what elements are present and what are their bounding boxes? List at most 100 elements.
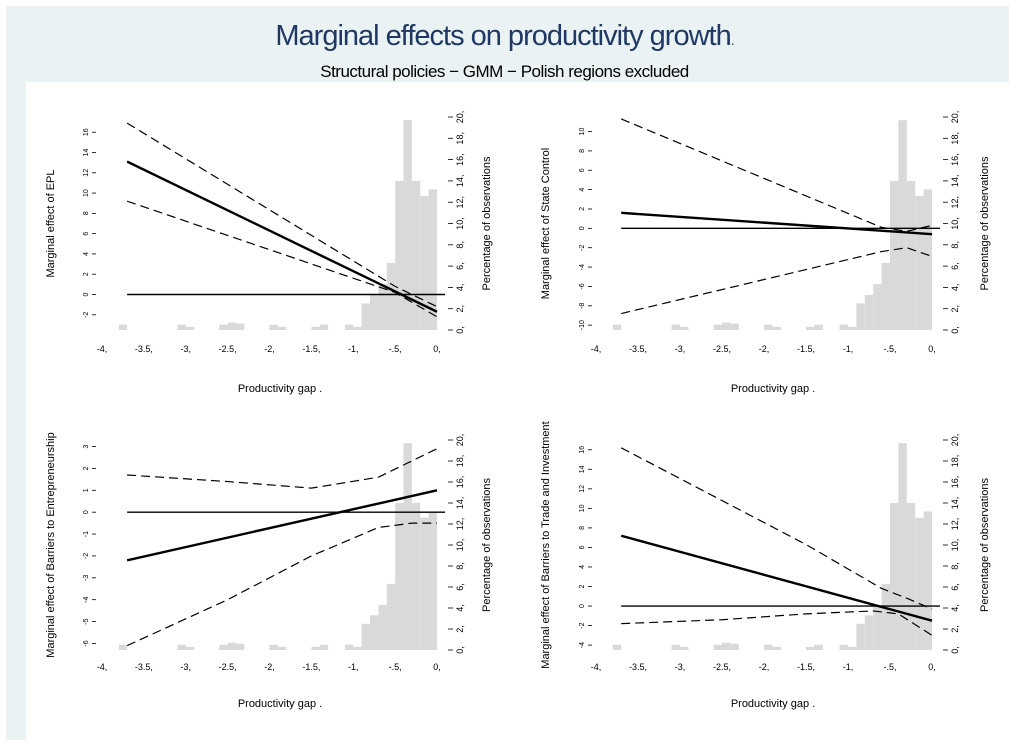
y-tick-label: -4 (83, 596, 90, 602)
y2-tick-label: 6, (455, 583, 465, 591)
histogram-bar (118, 644, 128, 650)
histogram-bar (915, 195, 924, 330)
marginal-effect-line (126, 489, 438, 562)
histogram-bar (864, 615, 874, 650)
x-axis-label: Productivity gap . (731, 383, 815, 395)
histogram-bar (227, 642, 236, 650)
chart-title: Marginal effects on productivity growth. (0, 20, 1009, 53)
chart-panel-2: -10 -8 -6 -4 -2 0 2 4 6 8 10 0, 2, 4, 6, 8, 10, 12, 14, 16,… (540, 111, 991, 395)
histogram-bar (378, 284, 387, 330)
histogram-bar (671, 324, 680, 330)
y2-tick-label: 20, (950, 434, 960, 447)
y2-tick-label: 4, (455, 284, 465, 292)
histogram-bar (236, 643, 245, 650)
x-axis-label: Productivity gap . (238, 383, 322, 395)
x-tick-label: -.5, (389, 344, 402, 354)
x-tick-label: -2.5, (713, 662, 731, 672)
y-tick-label: -2 (579, 622, 586, 628)
x-tick-label: -1.5, (302, 662, 320, 672)
y-tick-label: 16 (579, 446, 586, 454)
x-tick-label: -1.5, (302, 344, 320, 354)
histogram-bar (277, 646, 287, 650)
y2-tick-label: 14, (455, 497, 465, 510)
x-tick-label: -3.5, (629, 662, 647, 672)
y2-tick-label: 6, (950, 583, 960, 591)
upper-confidence-line (620, 447, 933, 610)
histogram-bar (612, 644, 622, 650)
y2-tick-label: 14, (950, 175, 960, 188)
histogram-bar (713, 324, 722, 330)
x-tick-label: -2, (759, 662, 770, 672)
y2-tick-label: 2, (950, 305, 960, 313)
y2-tick-label: 18, (455, 132, 465, 145)
y-tick-label: 6 (579, 168, 586, 172)
y-tick-label: -4 (579, 642, 586, 648)
y-tick-label: 2 (579, 584, 586, 588)
y2-tick-label: 0, (455, 646, 465, 654)
x-tick-label: -3.5, (135, 662, 153, 672)
y2-tick-label: 6, (455, 262, 465, 270)
histogram-bar (428, 511, 437, 650)
histogram-bar (890, 503, 899, 650)
y-tick-label: 8 (579, 526, 586, 530)
y-axis-label: Marginal effect of Barriers to Trade and… (540, 421, 552, 668)
y-tick-label: -3 (83, 575, 90, 581)
histogram-bar (856, 303, 865, 330)
histogram-bar (403, 120, 412, 330)
x-tick-label: -1, (348, 662, 359, 672)
y2-axis-label: Percentage of observations (979, 156, 991, 290)
y-tick-label: -5 (83, 618, 90, 624)
y2-tick-label: 0, (950, 646, 960, 654)
y-tick-label: 10 (579, 128, 586, 136)
y2-tick-label: 10, (950, 539, 960, 552)
histogram-bar (915, 517, 924, 650)
y-tick-label: 2 (579, 207, 586, 211)
histogram-bar (856, 623, 865, 650)
histogram-bar (864, 294, 874, 330)
y-tick-label: 8 (83, 211, 90, 215)
y-tick-label: 0 (83, 510, 90, 514)
histogram-bar (772, 646, 781, 650)
x-tick-label: -2, (264, 344, 275, 354)
x-tick-label: -.5, (389, 662, 402, 672)
histogram-bar (177, 324, 186, 330)
y-tick-label: -10 (579, 320, 586, 330)
y-axis-label: Marginal effect of Barriers to Entrepren… (45, 432, 57, 657)
upper-confidence-line (620, 118, 933, 232)
histogram-bar (227, 322, 236, 330)
histogram-bar (403, 443, 412, 650)
histogram-bar (839, 644, 848, 650)
histogram-bar (923, 511, 932, 650)
histogram-bar (361, 303, 370, 330)
x-tick-label: -.5, (883, 662, 896, 672)
histogram-bar (395, 503, 404, 650)
y-tick-label: 0 (579, 226, 586, 230)
histogram-bar (722, 322, 731, 330)
histogram-bar (814, 644, 823, 650)
histogram-bar (898, 120, 907, 330)
histogram-bar (277, 326, 287, 330)
x-tick-label: -1.5, (797, 662, 815, 672)
histogram-bar (411, 503, 421, 650)
x-tick-label: -3, (180, 662, 191, 672)
histogram-bar (873, 284, 882, 330)
histogram-bar (680, 646, 689, 650)
histogram-bar (177, 644, 186, 650)
y2-tick-label: 2, (950, 625, 960, 633)
histogram-bar (269, 644, 278, 650)
histogram-bar (722, 642, 731, 650)
y-tick-label: 2 (83, 466, 90, 470)
y2-tick-label: 8, (455, 562, 465, 570)
chart-panel-3: -6 -5 -4 -3 -2 -1 0 1 2 3 0, 2, 4, 6, 8, 10, 12, 14, 16, 18… (45, 432, 493, 710)
upper-confidence-line (127, 448, 438, 489)
histogram-bar (370, 294, 379, 330)
x-tick-label: -3, (675, 662, 686, 672)
y-tick-label: 6 (83, 232, 90, 236)
x-tick-label: -4, (97, 344, 108, 354)
x-tick-label: -2.5, (219, 662, 237, 672)
upper-confidence-line (126, 122, 438, 308)
y-tick-label: -2 (83, 312, 90, 318)
y2-tick-label: 16, (950, 153, 960, 166)
histogram-bar (185, 646, 195, 650)
histogram-bar (848, 646, 857, 650)
